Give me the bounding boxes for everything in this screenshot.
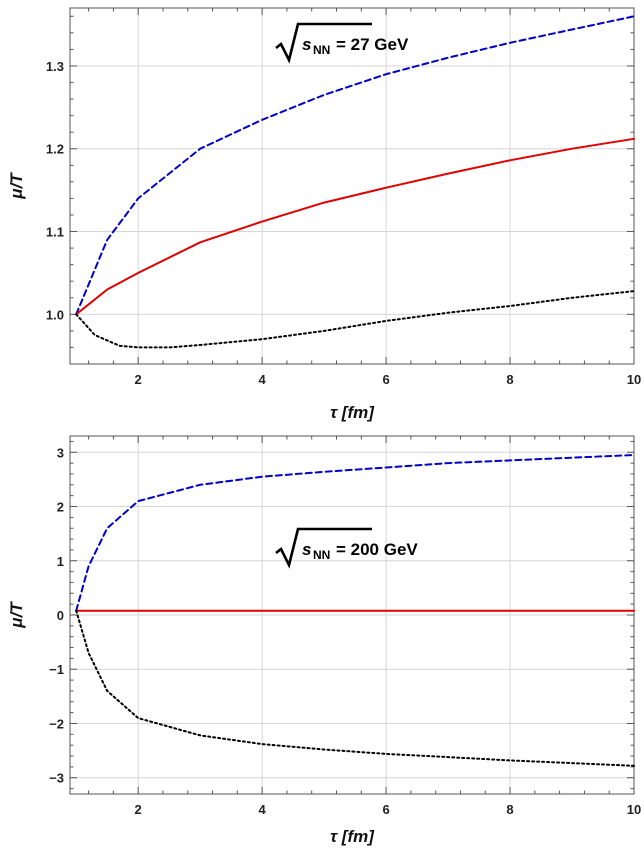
- series-line-3: [75, 290, 635, 349]
- y-tick-label-2: −1: [49, 662, 64, 677]
- series-line-2: [75, 137, 635, 316]
- x-tick-label-0: 2: [135, 802, 142, 817]
- chart-panel-1: 2 4 6 8 10 1.0 1.1 1.2 1.3 τ [fm] μ/T s NN = 27 GeV: [7, 7, 641, 422]
- y-tick-label-6: 3: [57, 445, 64, 460]
- y-tick-label-0: −3: [49, 771, 64, 786]
- x-tick-label-1: 4: [259, 372, 267, 387]
- x-tick-label-0: 2: [135, 372, 142, 387]
- x-tick-label-4: 10: [627, 372, 641, 387]
- x-axis-label: τ [fm]: [330, 827, 375, 846]
- y-axis-label: μ/T: [7, 601, 26, 629]
- x-tick-label-3: 8: [506, 802, 513, 817]
- sqrt-sign-icon: [275, 22, 372, 64]
- annotation-subscript: NN: [313, 548, 330, 562]
- y-tick-label-3: 0: [57, 608, 64, 623]
- series-line-1: [75, 454, 635, 612]
- chart-panel-2: 2 4 6 8 10 −3 −2 −1 0 1 2 3 τ [fm] μ/T s NN = 200 GeV: [7, 435, 641, 846]
- plot-frame: [69, 7, 635, 365]
- annotation-variable: s: [302, 540, 311, 559]
- series-line-3: [75, 609, 635, 767]
- y-tick-label-0: 1.0: [46, 307, 64, 322]
- series-line-1: [75, 15, 635, 316]
- annotation-value: = 200 GeV: [336, 540, 418, 559]
- y-tick-label-5: 2: [57, 500, 64, 515]
- y-tick-label-1: −2: [49, 716, 64, 731]
- x-tick-label-1: 4: [259, 802, 267, 817]
- x-tick-label-3: 8: [506, 372, 513, 387]
- x-tick-label-2: 6: [382, 372, 389, 387]
- y-axis-label: μ/T: [7, 172, 26, 200]
- y-tick-label-2: 1.2: [46, 142, 64, 157]
- annotation-subscript: NN: [313, 43, 330, 57]
- y-tick-label-4: 1: [57, 554, 64, 569]
- annotation-value: = 27 GeV: [336, 35, 409, 54]
- y-tick-label-3: 1.3: [46, 59, 64, 74]
- x-axis-label: τ [fm]: [330, 403, 375, 422]
- y-tick-label-1: 1.1: [46, 225, 64, 240]
- annotation-variable: s: [302, 35, 311, 54]
- sqrt-sign-icon: [275, 527, 372, 569]
- x-tick-label-4: 10: [627, 802, 641, 817]
- energy-annotation: s NN = 27 GeV: [275, 22, 409, 64]
- energy-annotation: s NN = 200 GeV: [275, 527, 418, 569]
- x-tick-label-2: 6: [382, 802, 389, 817]
